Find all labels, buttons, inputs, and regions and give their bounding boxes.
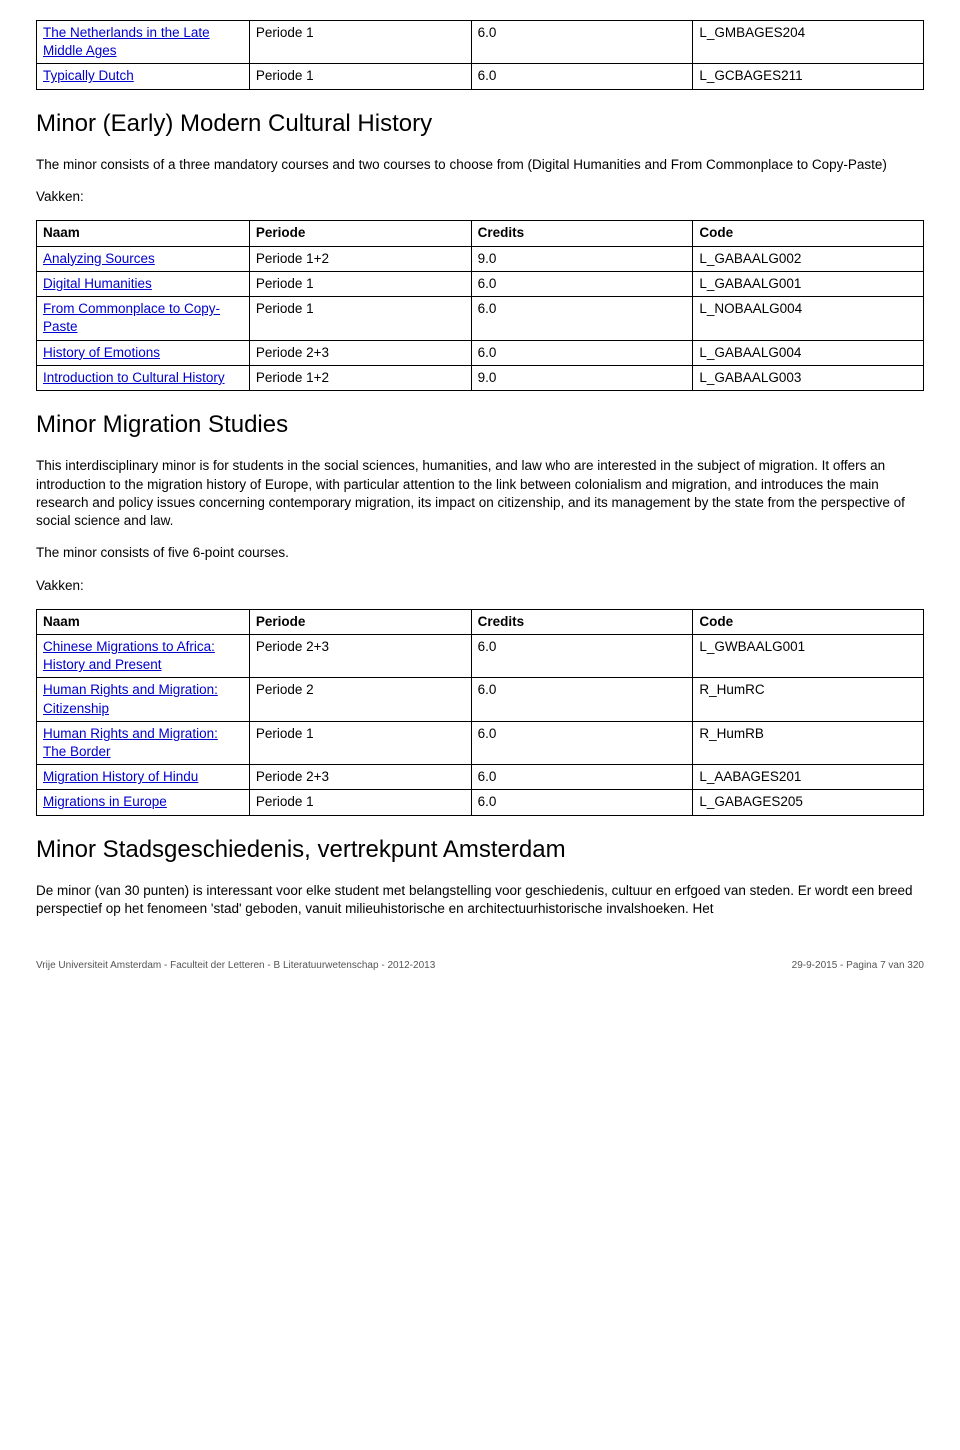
table-row: Analyzing Sources Periode 1+2 9.0 L_GABA… [37,246,924,271]
course-link[interactable]: Analyzing Sources [43,251,155,266]
table-row: Introduction to Cultural History Periode… [37,365,924,390]
table-row: Typically Dutch Periode 1 6.0 L_GCBAGES2… [37,64,924,89]
cell-credits: 6.0 [471,21,693,64]
cell-period: Periode 1+2 [249,365,471,390]
cell-credits: 6.0 [471,271,693,296]
cell-period: Periode 1 [249,721,471,764]
section-description: This interdisciplinary minor is for stud… [36,457,924,530]
cell-code: L_GABAALG002 [693,246,924,271]
course-link[interactable]: Migrations in Europe [43,794,167,809]
cell-credits: 6.0 [471,765,693,790]
cell-code: L_AABAGES201 [693,765,924,790]
cell-credits: 6.0 [471,64,693,89]
cell-credits: 6.0 [471,297,693,340]
header-credits: Credits [471,221,693,246]
section-title: Minor (Early) Modern Cultural History [36,108,924,140]
cell-code: L_NOBAALG004 [693,297,924,340]
page-footer: Vrije Universiteit Amsterdam - Faculteit… [36,959,924,973]
cell-code: L_GABAALG001 [693,271,924,296]
cell-code: L_GWBAALG001 [693,634,924,677]
section-title: Minor Migration Studies [36,409,924,441]
header-credits: Credits [471,609,693,634]
course-link[interactable]: Chinese Migrations to Africa: History an… [43,639,215,672]
cell-period: Periode 1 [249,297,471,340]
course-link[interactable]: From Commonplace to Copy-Paste [43,301,220,334]
vakken-label: Vakken: [36,188,924,206]
table-row: Migration History of Hindu Periode 2+3 6… [37,765,924,790]
course-link[interactable]: History of Emotions [43,345,160,360]
table-row: History of Emotions Periode 2+3 6.0 L_GA… [37,340,924,365]
cell-code: R_HumRC [693,678,924,721]
cell-code: L_GMBAGES204 [693,21,924,64]
section-description-2: The minor consists of five 6-point cours… [36,544,924,562]
course-link[interactable]: Migration History of Hindu [43,769,198,784]
header-period: Periode [249,609,471,634]
cell-credits: 6.0 [471,340,693,365]
header-name: Naam [37,221,250,246]
header-row: Naam Periode Credits Code [37,221,924,246]
table-row: From Commonplace to Copy-Paste Periode 1… [37,297,924,340]
section-title: Minor Stadsgeschiedenis, vertrekpunt Ams… [36,834,924,866]
cell-credits: 9.0 [471,365,693,390]
course-link[interactable]: The Netherlands in the Late Middle Ages [43,25,210,58]
course-link[interactable]: Human Rights and Migration: Citizenship [43,682,218,715]
vakken-label: Vakken: [36,577,924,595]
course-link[interactable]: Human Rights and Migration: The Border [43,726,218,759]
section-description: De minor (van 30 punten) is interessant … [36,882,924,918]
cell-code: L_GABAALG003 [693,365,924,390]
header-period: Periode [249,221,471,246]
cell-period: Periode 2 [249,678,471,721]
cell-period: Periode 1 [249,64,471,89]
cell-credits: 6.0 [471,721,693,764]
course-table-2: Naam Periode Credits Code Analyzing Sour… [36,220,924,391]
table-row: Human Rights and Migration: Citizenship … [37,678,924,721]
cell-period: Periode 1 [249,790,471,815]
cell-credits: 6.0 [471,678,693,721]
cell-period: Periode 2+3 [249,634,471,677]
course-table-3: Naam Periode Credits Code Chinese Migrat… [36,609,924,816]
cell-period: Periode 1 [249,271,471,296]
section-description: The minor consists of a three mandatory … [36,156,924,174]
cell-period: Periode 2+3 [249,765,471,790]
cell-period: Periode 1 [249,21,471,64]
header-code: Code [693,221,924,246]
header-code: Code [693,609,924,634]
table-row: The Netherlands in the Late Middle Ages … [37,21,924,64]
cell-credits: 6.0 [471,790,693,815]
course-link[interactable]: Introduction to Cultural History [43,370,225,385]
header-row: Naam Periode Credits Code [37,609,924,634]
table-row: Chinese Migrations to Africa: History an… [37,634,924,677]
cell-credits: 9.0 [471,246,693,271]
footer-left: Vrije Universiteit Amsterdam - Faculteit… [36,959,435,973]
course-table-1: The Netherlands in the Late Middle Ages … [36,20,924,90]
cell-period: Periode 2+3 [249,340,471,365]
footer-right: 29-9-2015 - Pagina 7 van 320 [792,959,924,973]
cell-code: L_GABAALG004 [693,340,924,365]
cell-code: L_GCBAGES211 [693,64,924,89]
table-row: Human Rights and Migration: The Border P… [37,721,924,764]
cell-code: L_GABAGES205 [693,790,924,815]
course-link[interactable]: Digital Humanities [43,276,152,291]
table-row: Migrations in Europe Periode 1 6.0 L_GAB… [37,790,924,815]
cell-credits: 6.0 [471,634,693,677]
cell-period: Periode 1+2 [249,246,471,271]
cell-code: R_HumRB [693,721,924,764]
table-row: Digital Humanities Periode 1 6.0 L_GABAA… [37,271,924,296]
header-name: Naam [37,609,250,634]
course-link[interactable]: Typically Dutch [43,68,134,83]
